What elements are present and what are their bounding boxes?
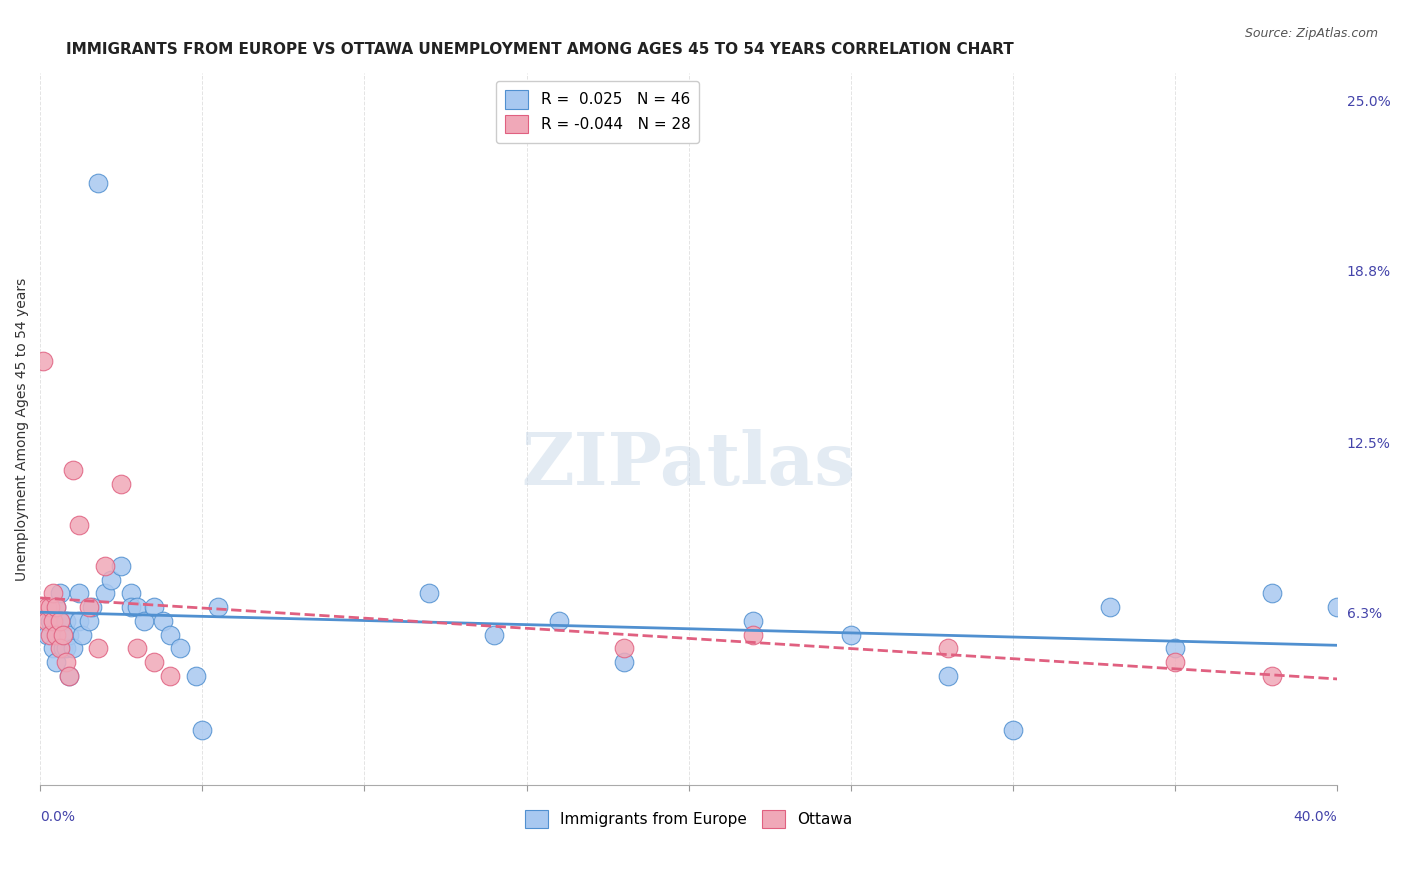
- Point: [67, 586, 90, 600]
- Point: [159, 627, 181, 641]
- Point: [94, 559, 117, 574]
- Point: [77, 614, 100, 628]
- Point: [42, 614, 65, 628]
- Point: [87, 641, 110, 656]
- Point: [62, 641, 84, 656]
- Point: [35, 627, 58, 641]
- Point: [45, 600, 67, 615]
- Point: [613, 655, 636, 669]
- Point: [159, 668, 181, 682]
- Point: [1099, 600, 1122, 615]
- Point: [48, 586, 70, 600]
- Point: [548, 614, 571, 628]
- Point: [1326, 600, 1348, 615]
- Point: [127, 600, 149, 615]
- Point: [58, 668, 80, 682]
- Point: [35, 600, 58, 615]
- Point: [48, 614, 70, 628]
- Point: [207, 600, 229, 615]
- Point: [1164, 655, 1187, 669]
- Text: Source: ZipAtlas.com: Source: ZipAtlas.com: [1244, 27, 1378, 40]
- Point: [35, 614, 58, 628]
- Text: IMMIGRANTS FROM EUROPE VS OTTAWA UNEMPLOYMENT AMONG AGES 45 TO 54 YEARS CORRELAT: IMMIGRANTS FROM EUROPE VS OTTAWA UNEMPLO…: [66, 42, 1014, 57]
- Point: [169, 641, 191, 656]
- Point: [1164, 641, 1187, 656]
- Legend: Immigrants from Europe, Ottawa: Immigrants from Europe, Ottawa: [519, 804, 859, 834]
- Point: [839, 627, 862, 641]
- Point: [52, 641, 75, 656]
- Point: [742, 614, 765, 628]
- Point: [62, 463, 84, 477]
- Point: [32, 353, 55, 368]
- Point: [87, 176, 110, 190]
- Point: [45, 627, 67, 641]
- Point: [48, 641, 70, 656]
- Point: [38, 600, 60, 615]
- Point: [55, 614, 77, 628]
- Text: 40.0%: 40.0%: [1294, 810, 1337, 824]
- Point: [120, 586, 142, 600]
- Point: [94, 586, 117, 600]
- Point: [52, 627, 75, 641]
- Point: [58, 627, 80, 641]
- Point: [127, 641, 149, 656]
- Point: [1261, 586, 1284, 600]
- Point: [58, 668, 80, 682]
- Point: [55, 655, 77, 669]
- Point: [142, 655, 165, 669]
- Point: [110, 476, 132, 491]
- Y-axis label: Unemployment Among Ages 45 to 54 years: Unemployment Among Ages 45 to 54 years: [15, 277, 30, 581]
- Text: 0.0%: 0.0%: [41, 810, 75, 824]
- Point: [100, 573, 122, 587]
- Point: [80, 600, 103, 615]
- Point: [45, 655, 67, 669]
- Point: [48, 614, 70, 628]
- Point: [482, 627, 505, 641]
- Point: [72, 627, 94, 641]
- Point: [142, 600, 165, 615]
- Point: [1261, 668, 1284, 682]
- Point: [120, 600, 142, 615]
- Point: [38, 627, 60, 641]
- Point: [38, 614, 60, 628]
- Point: [110, 559, 132, 574]
- Point: [42, 586, 65, 600]
- Point: [184, 668, 207, 682]
- Point: [418, 586, 440, 600]
- Point: [77, 600, 100, 615]
- Point: [45, 600, 67, 615]
- Point: [742, 627, 765, 641]
- Point: [42, 641, 65, 656]
- Point: [613, 641, 636, 656]
- Point: [936, 668, 959, 682]
- Point: [191, 723, 214, 738]
- Point: [52, 627, 75, 641]
- Point: [55, 641, 77, 656]
- Point: [67, 518, 90, 533]
- Point: [132, 614, 155, 628]
- Point: [67, 614, 90, 628]
- Point: [1001, 723, 1024, 738]
- Text: ZIPatlas: ZIPatlas: [522, 429, 856, 500]
- Point: [936, 641, 959, 656]
- Point: [152, 614, 174, 628]
